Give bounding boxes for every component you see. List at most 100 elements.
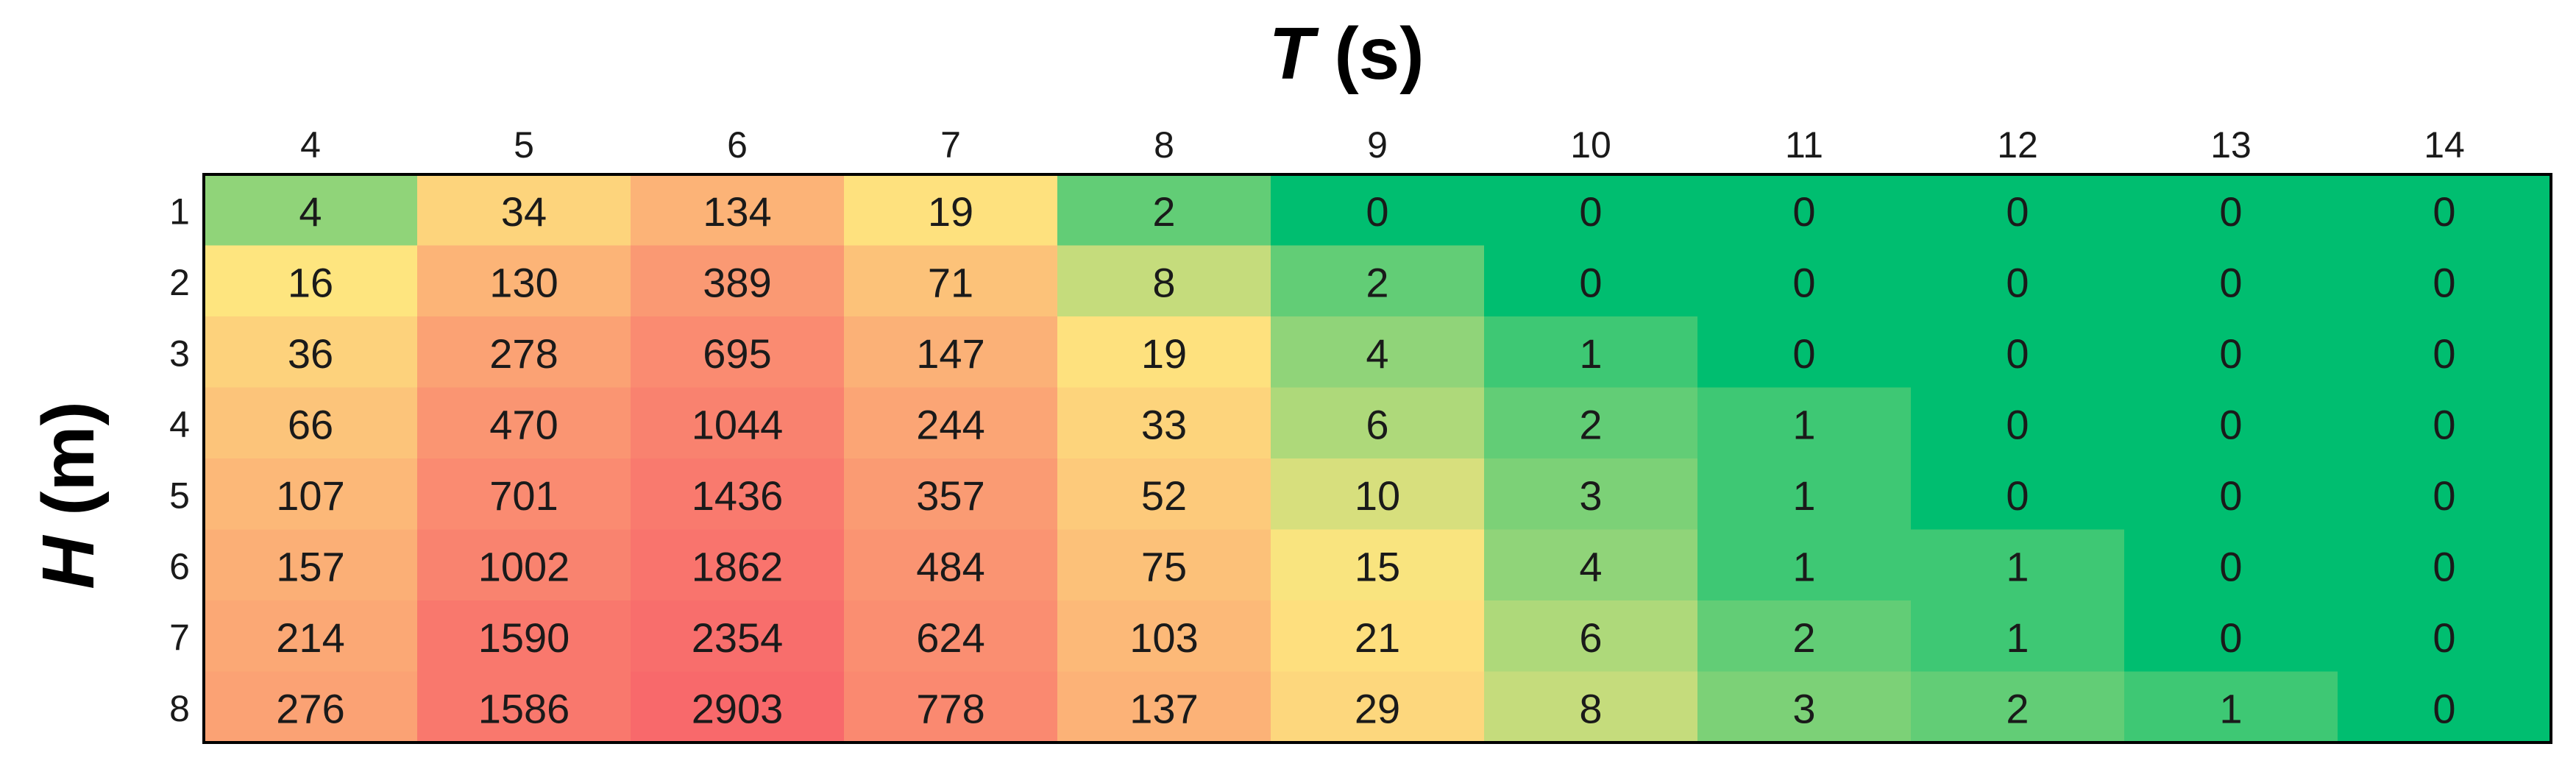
cell-value-label: 0: [2433, 401, 2455, 447]
heatmap-cell: [1057, 174, 1271, 247]
heatmap-cell: [1911, 671, 2125, 743]
heatmap-cell: [631, 245, 845, 317]
cell-value-label: 276: [276, 685, 344, 731]
heatmap-cell: [417, 529, 631, 601]
cell-value-label: 0: [2219, 330, 2242, 377]
heatmap-cell: [417, 245, 631, 317]
x-tick-label: 14: [2424, 124, 2465, 166]
cell-value-label: 19: [928, 188, 973, 235]
heatmap-cell: [1911, 174, 2125, 247]
heatmap-cell: [1911, 387, 2125, 459]
heatmap-cell: [1484, 600, 1698, 673]
heatmap-cell: [1057, 316, 1271, 389]
cell-value-label: 1: [2219, 685, 2242, 731]
heatmap-cell: [204, 387, 418, 459]
cell-value-label: 0: [2433, 685, 2455, 731]
heatmap-cell: [1271, 671, 1485, 743]
x-axis-title-symbol: T: [1269, 13, 1314, 95]
cell-value-label: 1: [1792, 472, 1815, 519]
heatmap-cell: [1271, 387, 1485, 459]
y-tick-label: 7: [169, 617, 190, 658]
heatmap-cell: [844, 458, 1058, 531]
x-tick-label: 12: [1997, 124, 2038, 166]
y-tick-label: 6: [169, 546, 190, 587]
cell-value-label: 1002: [478, 543, 570, 589]
heatmap-cell: [204, 600, 418, 673]
cell-value-label: 3: [1792, 685, 1815, 731]
cell-value-label: 0: [2006, 259, 2029, 305]
heatmap-cell: [2338, 387, 2552, 459]
cell-value-label: 778: [916, 685, 984, 731]
heatmap-cell: [844, 671, 1058, 743]
cell-value-label: 0: [2219, 614, 2242, 661]
heatmap-cell: [1911, 529, 2125, 601]
heatmap-cell: [2124, 174, 2338, 247]
cell-value-label: 8: [1579, 685, 1602, 731]
cell-value-label: 0: [1792, 188, 1815, 235]
cell-value-label: 6: [1579, 614, 1602, 661]
heatmap-cell: [417, 174, 631, 247]
cell-value-label: 278: [489, 330, 558, 377]
plot-border: [202, 173, 2552, 744]
cell-value-label: 0: [2433, 472, 2455, 519]
cell-value-label: 0: [2219, 401, 2242, 447]
heatmap-cell: [1057, 600, 1271, 673]
cell-value-label: 1436: [692, 472, 784, 519]
y-tick-label: 5: [169, 475, 190, 516]
cell-value-label: 1862: [692, 543, 784, 589]
cell-value-label: 1: [1792, 543, 1815, 589]
heatmap-cell: [1697, 671, 1912, 743]
heatmap-cell: [631, 387, 845, 459]
cell-value-label: 19: [1141, 330, 1187, 377]
heatmap-cell: [1697, 458, 1912, 531]
cell-value-label: 33: [1141, 401, 1187, 447]
heatmap-cell: [1271, 316, 1485, 389]
cell-value-label: 0: [1792, 330, 1815, 377]
heatmap-cell: [2338, 458, 2552, 531]
heatmap-cell: [2338, 245, 2552, 317]
cell-value-label: 2: [2006, 685, 2029, 731]
cell-value-label: 15: [1355, 543, 1400, 589]
heatmap-cell: [204, 174, 418, 247]
y-axis-ticks: 1 2 3 4 5 6 7 8: [169, 191, 190, 729]
cell-value-label: 0: [2006, 330, 2029, 377]
x-tick-label: 10: [1570, 124, 1611, 166]
cell-value-label: 75: [1141, 543, 1187, 589]
cell-value-label: 4: [1579, 543, 1602, 589]
cell-value-label: 0: [2219, 472, 2242, 519]
cell-value-label: 470: [489, 401, 558, 447]
cell-value-label: 0: [2433, 330, 2455, 377]
cell-value-label: 21: [1355, 614, 1400, 661]
cell-value-label: 2: [1366, 259, 1388, 305]
heatmap-cell: [844, 600, 1058, 673]
cell-value-label: 66: [288, 401, 333, 447]
heatmap-cells: [204, 174, 2552, 743]
cell-value-label: 16: [288, 259, 333, 305]
x-tick-label: 13: [2210, 124, 2252, 166]
heatmap-cell: [844, 387, 1058, 459]
heatmap-cell: [417, 387, 631, 459]
cell-value-label: 0: [2433, 543, 2455, 589]
cell-value-label: 2: [1792, 614, 1815, 661]
heatmap-cell: [417, 458, 631, 531]
x-tick-label: 11: [1785, 124, 1823, 166]
x-tick-label: 4: [300, 124, 321, 166]
heatmap-cell: [204, 245, 418, 317]
x-tick-label: 8: [1154, 124, 1174, 166]
heatmap-cell: [1484, 387, 1698, 459]
x-tick-label: 9: [1367, 124, 1388, 166]
cell-value-label: 1: [1792, 401, 1815, 447]
cell-value-label: 134: [703, 188, 771, 235]
heatmap-cell: [2338, 600, 2552, 673]
cell-value-label: 695: [703, 330, 771, 377]
cell-value-label: 357: [916, 472, 984, 519]
cell-value-label: 389: [703, 259, 771, 305]
cell-value-label: 157: [276, 543, 344, 589]
cell-value-label: 103: [1129, 614, 1198, 661]
cell-value-label: 34: [501, 188, 547, 235]
cell-value-label: 1586: [478, 685, 570, 731]
cell-value-label: 1590: [478, 614, 570, 661]
heatmap-cell: [2124, 387, 2338, 459]
heatmap-cell: [2338, 316, 2552, 389]
heatmap-cell: [1911, 458, 2125, 531]
